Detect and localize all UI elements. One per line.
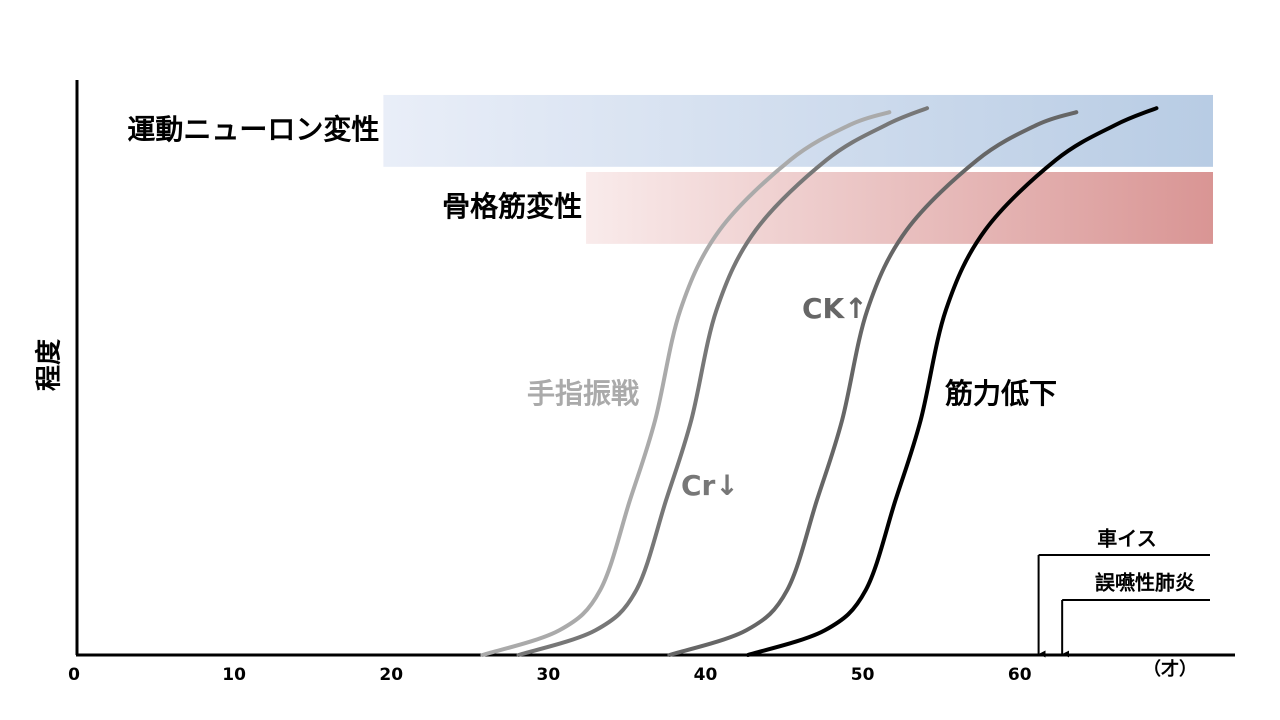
band-label: 運動ニューロン変性	[127, 113, 379, 146]
curve-label: 筋力低下	[945, 377, 1057, 410]
x-tick-label: 10	[222, 665, 246, 685]
x-tick-label: 30	[537, 665, 561, 685]
x-tick-label: 40	[694, 665, 718, 685]
x-tick-label: 60	[1008, 665, 1032, 685]
curve	[667, 110, 1079, 657]
curve	[516, 106, 930, 657]
x-tick-label: 20	[379, 665, 403, 685]
x-tick-label: 0	[68, 665, 80, 685]
y-axis-label: 程度	[34, 339, 65, 391]
x-axis-unit: （才）	[1143, 658, 1197, 680]
band-label: 骨格筋変性	[442, 190, 582, 223]
event-label: 車イス	[1097, 527, 1156, 551]
band	[586, 172, 1214, 244]
curve-label: Cr↓	[681, 469, 739, 502]
curve-label: CK↑	[802, 292, 868, 325]
x-tick-label: 50	[851, 665, 875, 685]
curve	[480, 110, 892, 657]
curve	[745, 106, 1159, 657]
event-label: 誤嚥性肺炎	[1095, 571, 1195, 595]
curve-label: 手指振戦	[527, 377, 639, 410]
